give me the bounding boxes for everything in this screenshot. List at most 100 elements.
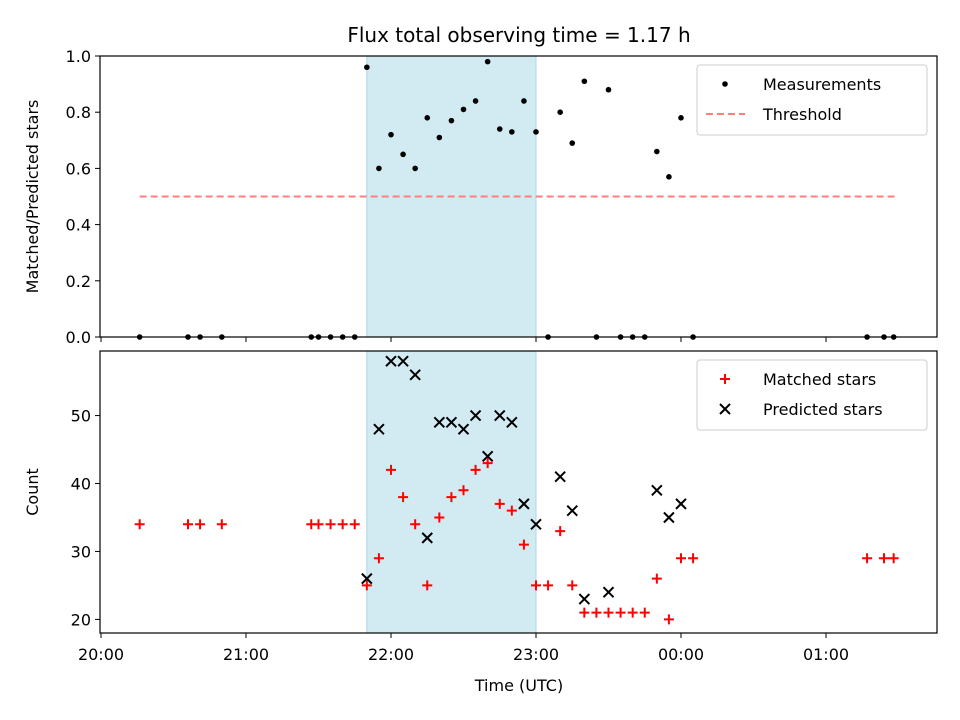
y-tick-label: 0.6 [66, 159, 91, 178]
matched-stars-point [361, 580, 372, 591]
legend-label: Matched stars [763, 370, 876, 389]
legend-label: Threshold [762, 105, 842, 124]
matched-stars-point [422, 580, 433, 591]
predicted-stars-series [361, 355, 687, 605]
x-tick-label: 00:00 [658, 645, 704, 664]
predicted-stars-point [469, 409, 482, 422]
x-tick-label: 23:00 [513, 645, 559, 664]
plot-frame [99, 350, 938, 634]
matched-stars-point [663, 614, 674, 625]
measurements-point [557, 109, 563, 115]
predicted-stars-point [578, 593, 591, 605]
y-tick-label: 0.4 [66, 216, 91, 235]
predicted-stars-point [566, 504, 578, 517]
legend-label: Predicted stars [763, 400, 883, 419]
matched-stars-point [879, 553, 889, 564]
matched-stars-point [555, 526, 566, 537]
measurements-point [533, 129, 539, 135]
y-tick-label: 0.8 [66, 103, 91, 122]
predicted-stars-point [494, 409, 506, 422]
matched-stars-point [591, 607, 602, 618]
predicted-stars-point [554, 471, 566, 483]
predicted-stars-point [602, 586, 615, 598]
legend-swatch [722, 81, 728, 87]
y-tick-label: 20 [71, 610, 91, 629]
matched-stars-point [579, 607, 590, 618]
matched-stars-point [506, 505, 517, 516]
matched-stars-series [134, 458, 899, 625]
matched-stars-point [195, 519, 206, 530]
x-tick-label: 21:00 [223, 645, 269, 664]
matched-stars-point [603, 607, 614, 618]
predicted-stars-point [421, 532, 433, 544]
matched-stars-point [398, 492, 409, 503]
predicted-stars-point [481, 450, 494, 463]
predicted-stars-point [385, 355, 397, 367]
predicted-stars-point [373, 423, 385, 435]
measurements-point [654, 148, 660, 155]
measurements-point [448, 117, 455, 124]
matched-stars-point [543, 580, 554, 591]
predicted-stars-point [530, 518, 542, 530]
matched-stars-point [651, 573, 662, 584]
measurements-point [569, 140, 576, 146]
measurements-point [605, 86, 612, 93]
chart-title: Flux total observing time = 1.17 h [347, 23, 690, 47]
measurements-point [400, 151, 406, 158]
matched-stars-point [615, 607, 626, 618]
predicted-stars-point [518, 498, 530, 510]
measurements-point [581, 78, 588, 85]
matched-stars-point [134, 519, 145, 530]
matched-stars-point [313, 519, 324, 530]
matched-stars-point [458, 485, 469, 496]
y-tick-label: 0.2 [66, 272, 91, 291]
matched-stars-point [639, 607, 650, 618]
matched-stars-point [373, 553, 384, 564]
legend-label: Measurements [763, 75, 881, 94]
y-axis-label: Count [23, 468, 42, 516]
predicted-stars-point [361, 572, 373, 585]
legend: Measurements Threshold [696, 64, 928, 136]
y-tick-label: 40 [71, 475, 91, 494]
measurements-point [521, 98, 527, 104]
measurements-point [388, 131, 394, 138]
matched-predicted-ratio-panel: 0.0 0.2 0.4 0.6 0.8 1.0 Matched/Predicted star… [23, 47, 938, 347]
matched-stars-point [888, 553, 899, 564]
matched-stars-point [518, 539, 529, 550]
predicted-stars-point [506, 416, 518, 429]
x-tick-label: 01:00 [803, 645, 849, 664]
x-tick-label: 20:00 [78, 645, 124, 664]
matched-stars-point [494, 498, 505, 509]
y-axis-label: Matched/Predicted stars [23, 100, 42, 294]
measurements-point [666, 174, 672, 180]
predicted-stars-point [663, 511, 675, 524]
matched-stars-point [676, 553, 686, 564]
measurements-point [412, 165, 418, 172]
predicted-stars-point [651, 484, 663, 497]
matched-stars-point [531, 580, 541, 591]
shaded-interval [366, 350, 537, 634]
count-panel: 20 30 40 50 20:00 21:00 22:00 23:00 00:00 01:00 Co… [23, 350, 938, 664]
matched-stars-point [349, 519, 360, 530]
matched-stars-point [862, 553, 873, 564]
predicted-stars-point [457, 423, 470, 435]
x-axis-label: Time (UTC) [474, 676, 563, 695]
predicted-stars-point [445, 416, 458, 429]
y-tick-label: 0.0 [66, 328, 91, 347]
measurements-point [509, 129, 515, 135]
measurements-point [424, 115, 431, 121]
plot-frame [99, 55, 938, 338]
legend-swatch [720, 374, 730, 384]
measurements-point [460, 106, 467, 113]
matched-stars-point [386, 464, 396, 475]
matched-stars-point [410, 519, 421, 530]
matched-stars-point [470, 464, 481, 475]
predicted-stars-point [675, 498, 687, 510]
predicted-stars-point [433, 416, 446, 429]
legend-box [696, 359, 928, 431]
y-tick-label: 1.0 [66, 47, 91, 66]
predicted-stars-point [397, 355, 409, 367]
matched-stars-point [482, 458, 493, 469]
matched-stars-point [567, 580, 578, 591]
